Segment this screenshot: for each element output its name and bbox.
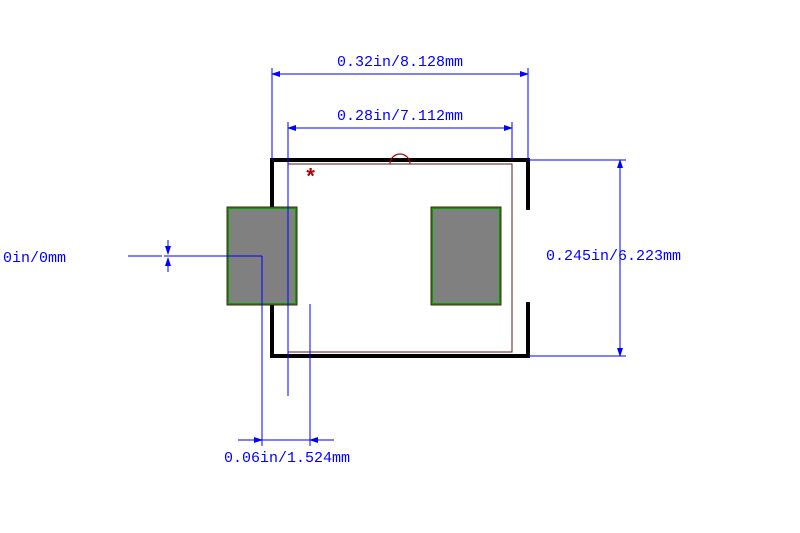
dim-left-label: 0in/0mm xyxy=(3,250,66,267)
dim-top1-label: 0.32in/8.128mm xyxy=(337,54,463,71)
pad-right xyxy=(432,208,500,304)
dim-right-label: 0.245in/6.223mm xyxy=(546,248,681,265)
dim-top2-label: 0.28in/7.112mm xyxy=(337,108,463,125)
pin1-asterisk-icon: * xyxy=(304,166,317,191)
dim-bottom-label: 0.06in/1.524mm xyxy=(224,450,350,467)
